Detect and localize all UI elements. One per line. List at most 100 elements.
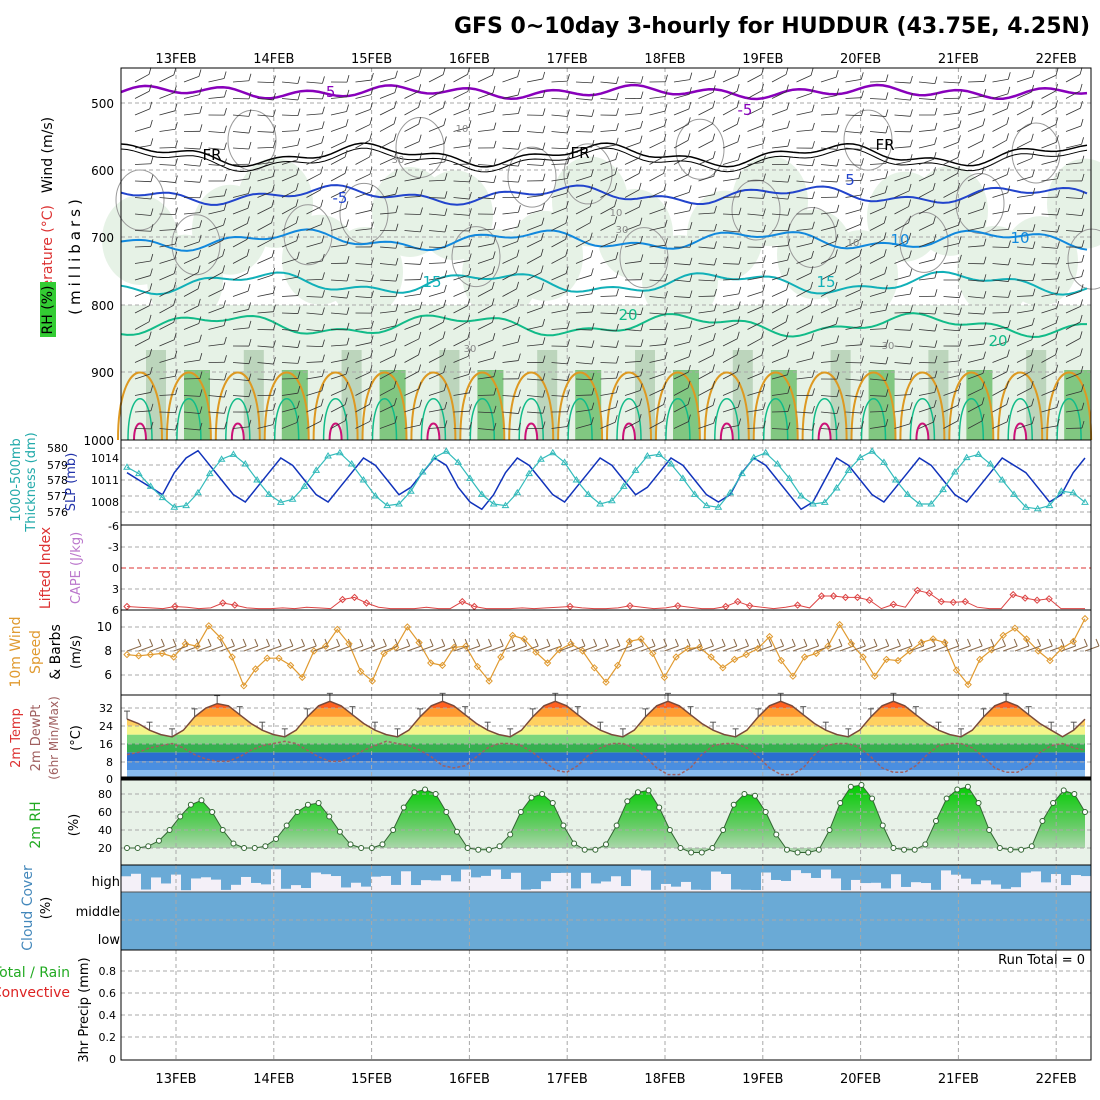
wind-barb-flag [443, 118, 447, 126]
wind-barb-flag [420, 224, 423, 233]
wind-barb-flag [1030, 116, 1034, 124]
wind-barb [771, 259, 788, 264]
wind-barb-flag [493, 158, 497, 166]
wind-barb-flag [174, 122, 178, 130]
wind-barb [624, 390, 641, 396]
wind-barb-flag [812, 369, 815, 378]
wind-barb [869, 177, 886, 182]
wind-barb-flag [322, 307, 325, 315]
thickness-marker [773, 460, 782, 467]
cloud-high-bar [591, 865, 601, 884]
wind-barb [502, 272, 517, 281]
cloud-high-bar [271, 865, 281, 870]
thickness-marker [820, 498, 829, 505]
wind-barb [281, 329, 298, 332]
wind-barb-flag [712, 348, 716, 356]
wind-barb-flag [345, 381, 349, 390]
wind-barb [722, 106, 738, 116]
wind-barb-flag [982, 183, 985, 192]
wind-barb-flag [811, 250, 814, 259]
cloud-high-bar [181, 865, 191, 891]
wind10-barb [746, 645, 761, 652]
surface-isotherm-lobe [127, 398, 153, 441]
wind-barb [918, 98, 935, 101]
wind-barb [649, 312, 666, 315]
wind-barb [673, 174, 689, 182]
wind10-barb-flag [1013, 638, 1018, 647]
wind-barb [159, 258, 175, 264]
rh2m-marker [975, 800, 982, 806]
wind-barb-flag [859, 217, 863, 225]
wind-barb [281, 81, 298, 84]
wind-barb-flag [638, 413, 642, 422]
wind-barb [281, 240, 297, 248]
thickness-tick-label: 580 [47, 442, 68, 455]
wind-barb-flag [442, 315, 446, 323]
wind-barb-flag [861, 158, 864, 166]
wind10-barb-flag [137, 638, 142, 647]
wind-barb [575, 256, 591, 264]
wind-barb [355, 327, 372, 330]
wind-barb [698, 246, 715, 249]
wind-barb-flag [1007, 185, 1011, 193]
rh2m-marker [294, 809, 301, 815]
wind-barb [894, 160, 911, 165]
cloud-high-bar [461, 865, 471, 870]
wind-barb-flag [763, 224, 766, 233]
wind-barb [771, 145, 788, 149]
wind-barb-flag [150, 208, 154, 216]
wind10-marker [859, 653, 867, 661]
cloud-high-bar [1051, 865, 1061, 875]
wind-barb-flag [983, 89, 987, 97]
wind10-marker [625, 637, 634, 646]
cloud-high-bar [131, 865, 141, 874]
rh2m-marker [134, 845, 141, 851]
wind-barb-flag [444, 173, 448, 181]
wind-barb [281, 98, 298, 101]
cloud-high-bar [321, 865, 331, 875]
wind-barb [502, 305, 518, 314]
wind-barb-flag [150, 174, 154, 182]
wind-barb [624, 261, 641, 264]
wind-barb-flag [640, 272, 644, 280]
wind-barb-flag [639, 398, 643, 406]
wind10-barb [594, 645, 609, 652]
wind-barb-flag [812, 221, 815, 229]
wind-barb [502, 147, 519, 150]
wind-barb [1016, 370, 1032, 380]
wind-barb-flag [467, 331, 471, 339]
wind-barb [796, 257, 812, 264]
wind-barb [551, 426, 568, 429]
rh2m-marker [528, 794, 535, 801]
wind-barb [159, 394, 176, 396]
wind-barb [306, 375, 323, 380]
wind-barb [306, 173, 321, 182]
wind-barb [453, 74, 468, 83]
wind-barb-flag [394, 398, 397, 406]
wind10-marker [765, 632, 774, 641]
thickness-marker [690, 490, 699, 497]
wind-barb [1016, 140, 1032, 149]
wind-barb [698, 212, 715, 215]
wind-barb-flag [884, 185, 888, 193]
wind-barb-flag [395, 205, 399, 213]
wind-barb-flag [518, 158, 521, 167]
wind-barb [992, 192, 1008, 198]
wind-barb-flag [272, 417, 276, 425]
cloud-high-bar [331, 865, 341, 877]
wind-barb [355, 404, 370, 413]
wind-barb [894, 175, 910, 182]
rh2m-marker [815, 846, 822, 853]
wind-barb [820, 305, 836, 314]
wind-barb [845, 289, 861, 297]
wind-barb-flag [567, 109, 570, 117]
surface-isotherm-lobe [230, 422, 245, 441]
wind-barb-flag [861, 421, 864, 429]
wind-barb [502, 411, 519, 414]
wind-barb-flag [640, 120, 643, 129]
wind-barb [869, 425, 886, 429]
wind-barb [992, 246, 1009, 248]
rh2m-marker [922, 841, 929, 848]
wind-barb-flag [712, 364, 715, 372]
